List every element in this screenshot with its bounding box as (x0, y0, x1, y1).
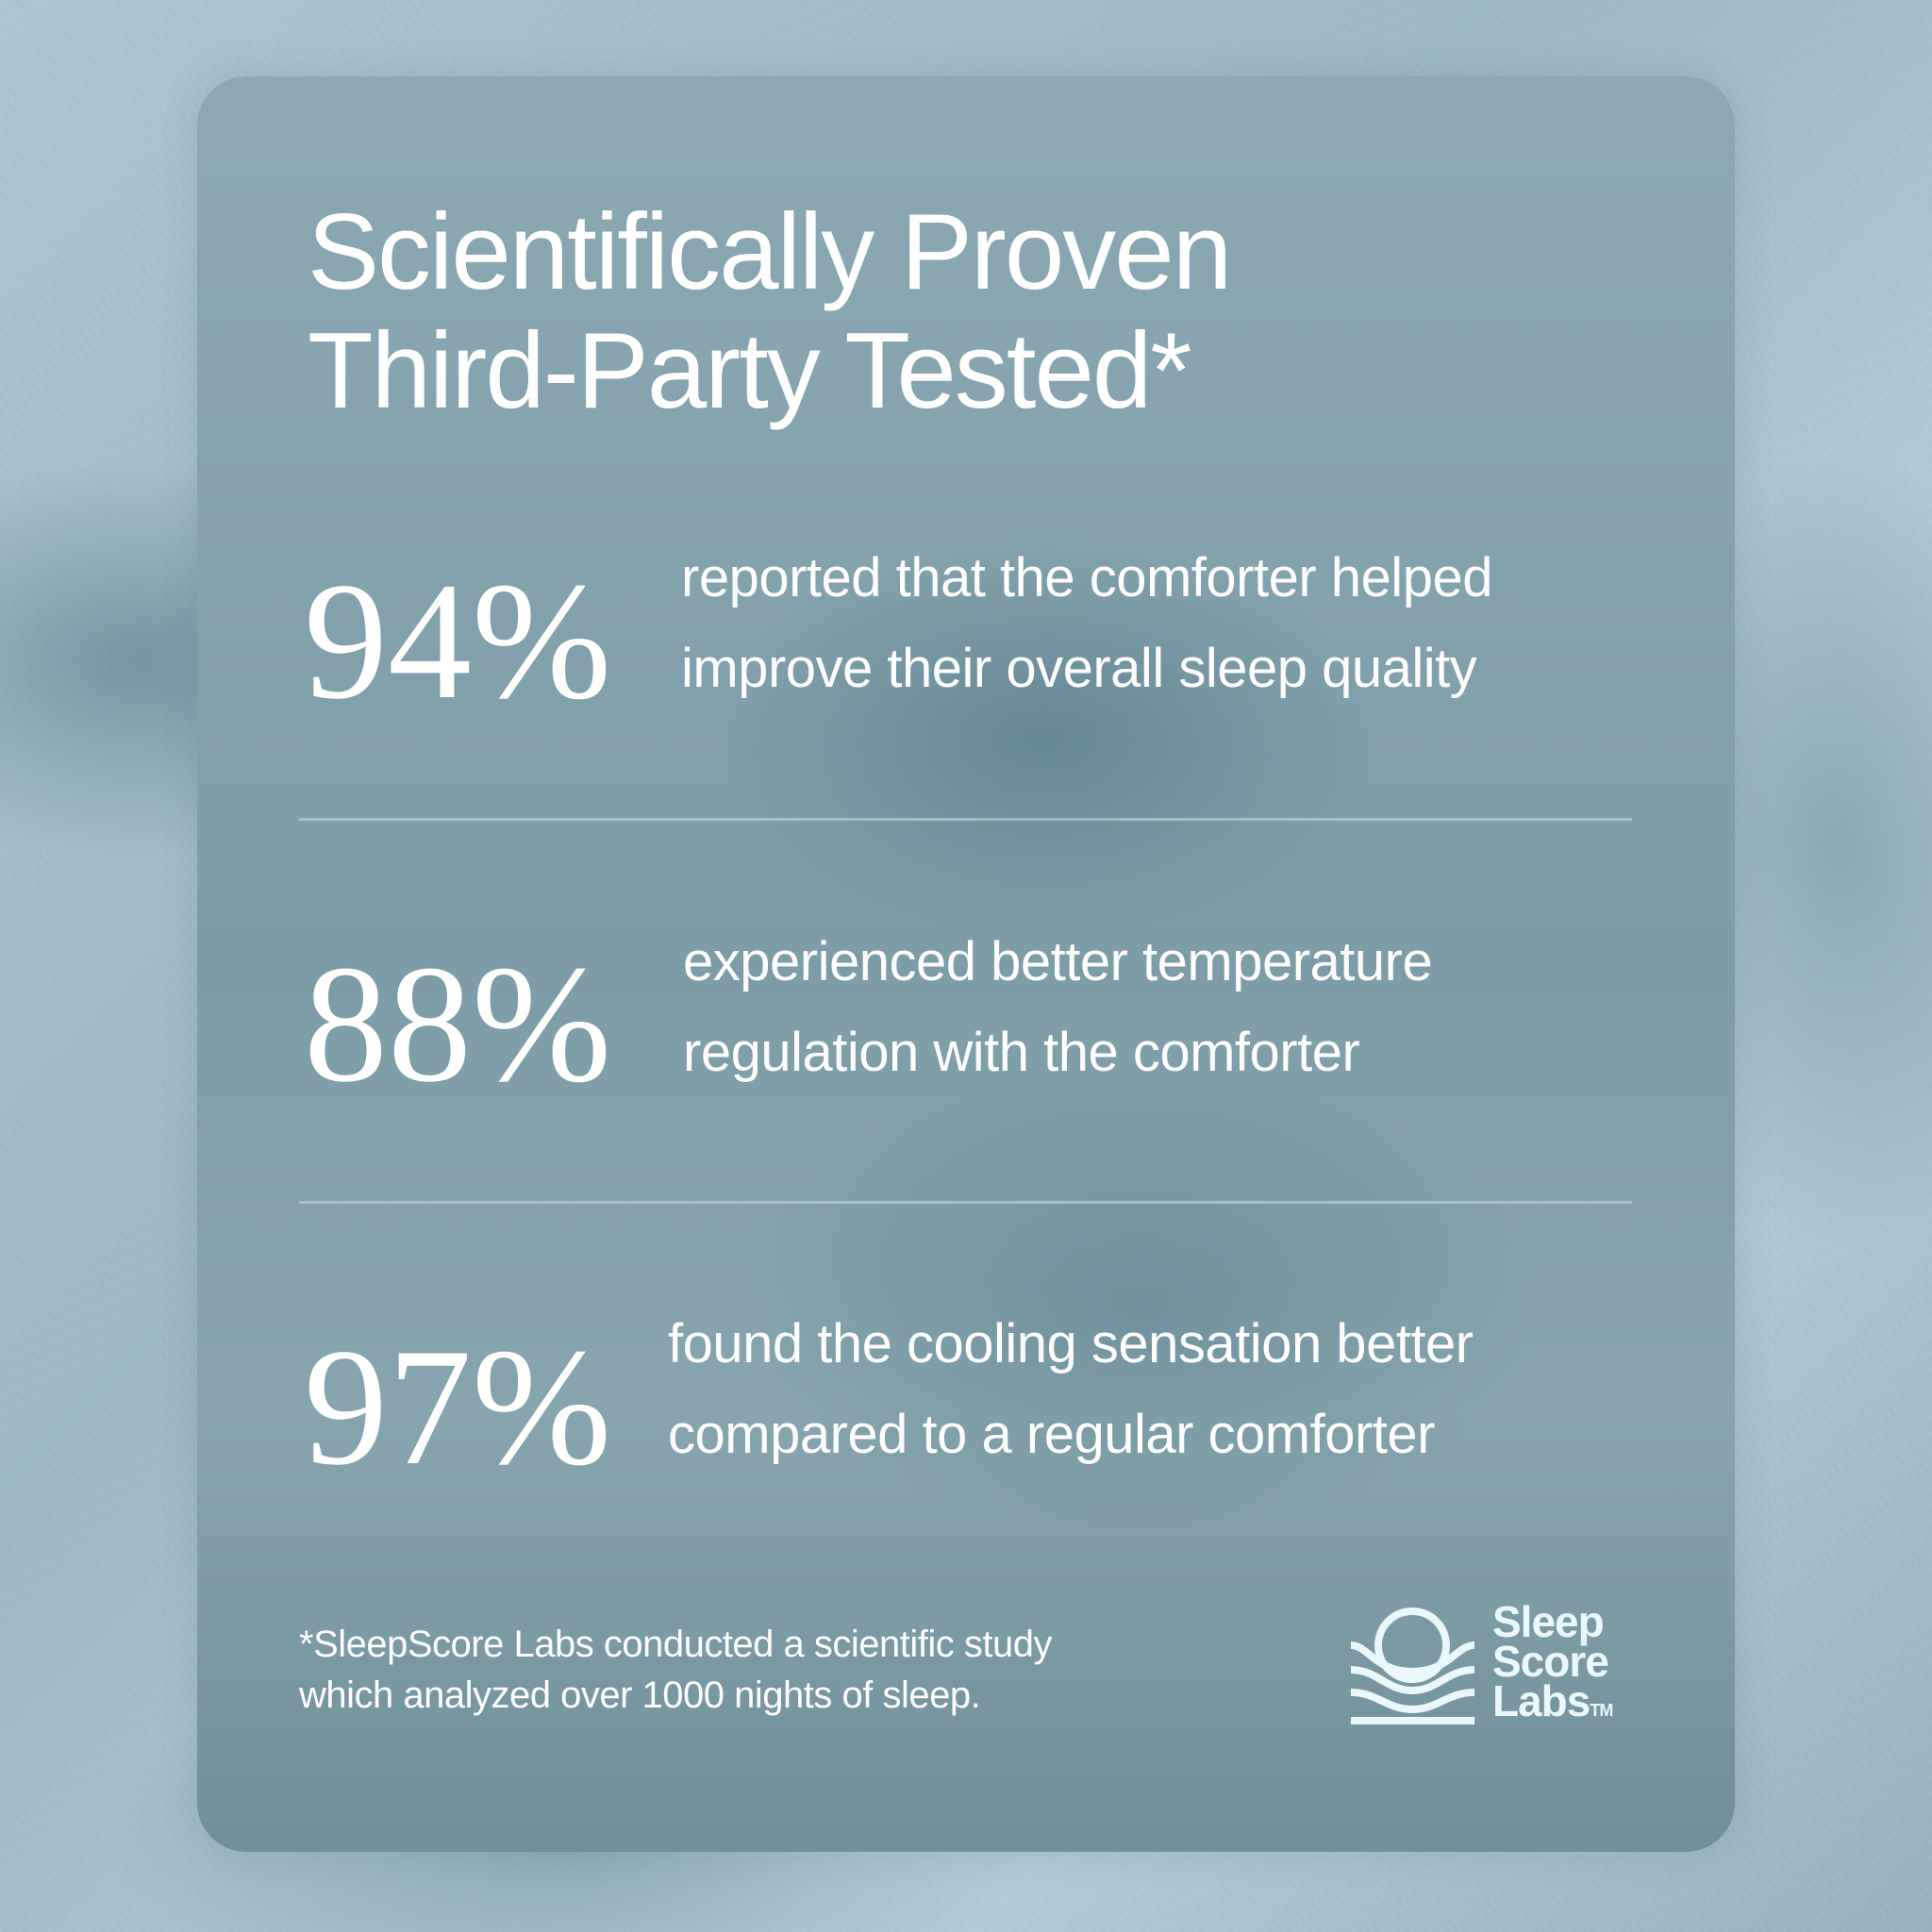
title-line-1: Scientifically Proven (308, 192, 1232, 312)
divider (299, 1201, 1632, 1204)
stat-line: found the cooling sensation better (668, 1313, 1474, 1374)
stat-description: reported that the comforter helped impro… (681, 533, 1492, 714)
stat-line: reported that the comforter helped (681, 547, 1492, 608)
sun-over-waves-icon (1350, 1607, 1475, 1724)
stat-value: 97% (304, 1313, 612, 1500)
stat-line: regulation with the comforter (683, 1022, 1360, 1083)
stat-value: 88% (304, 930, 612, 1117)
divider (299, 818, 1632, 821)
footnote-line: *SleepScore Labs conducted a scientific … (299, 1624, 1053, 1665)
stat-line: compared to a regular comforter (668, 1404, 1435, 1465)
sleepscore-labs-logo: Sleep Score LabsTM (1349, 1597, 1632, 1728)
page-title: Scientifically Proven Third-Party Tested… (308, 192, 1232, 431)
stat-value: 94% (304, 547, 612, 734)
logo-line: Sleep (1492, 1597, 1605, 1646)
stat-line: improve their overall sleep quality (681, 638, 1477, 699)
stat-description: found the cooling sensation better compa… (668, 1299, 1474, 1480)
trademark: TM (1590, 1701, 1613, 1720)
footnote-line: which analyzed over 1000 nights of sleep… (299, 1674, 981, 1716)
logo-wordmark: Sleep Score LabsTM (1492, 1597, 1613, 1723)
title-line-2: Third-Party Tested* (308, 311, 1192, 431)
logo-line: Score (1492, 1637, 1609, 1686)
stats-card (197, 76, 1735, 1852)
logo-line: Labs (1492, 1676, 1591, 1725)
stat-line: experienced better temperature (683, 931, 1433, 992)
stat-description: experienced better temperature regulatio… (683, 917, 1433, 1098)
footnote: *SleepScore Labs conducted a scientific … (299, 1619, 1053, 1721)
